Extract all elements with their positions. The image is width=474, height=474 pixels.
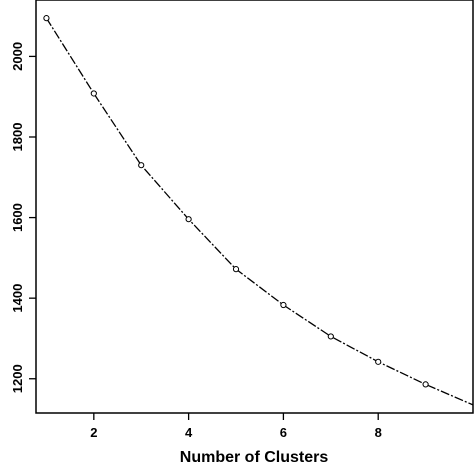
series-line xyxy=(45,17,474,406)
y-tick-label: 1800 xyxy=(10,123,25,152)
data-point xyxy=(375,358,382,365)
data-points xyxy=(43,15,429,388)
x-axis: 2 4 6 8 xyxy=(90,413,382,440)
y-tick-label: 1400 xyxy=(10,284,25,313)
x-tick-label: 2 xyxy=(90,425,97,440)
x-axis-title: Number of Clusters xyxy=(180,449,329,466)
y-tick-label: 1200 xyxy=(10,364,25,393)
x-tick-label: 4 xyxy=(185,425,193,440)
y-tick-label: 2000 xyxy=(10,42,25,71)
data-point xyxy=(138,162,145,169)
plot-frame xyxy=(35,0,474,414)
data-point xyxy=(43,15,50,22)
data-point xyxy=(90,90,97,97)
data-point xyxy=(185,216,192,223)
x-tick-label: 8 xyxy=(375,425,382,440)
y-tick-label: 1600 xyxy=(10,203,25,232)
y-axis: 1200 1400 1600 1800 2000 xyxy=(10,42,36,393)
data-point xyxy=(327,333,334,340)
x-tick-label: 6 xyxy=(280,425,287,440)
data-point xyxy=(280,301,287,309)
data-point xyxy=(422,381,429,388)
data-point xyxy=(232,266,240,273)
